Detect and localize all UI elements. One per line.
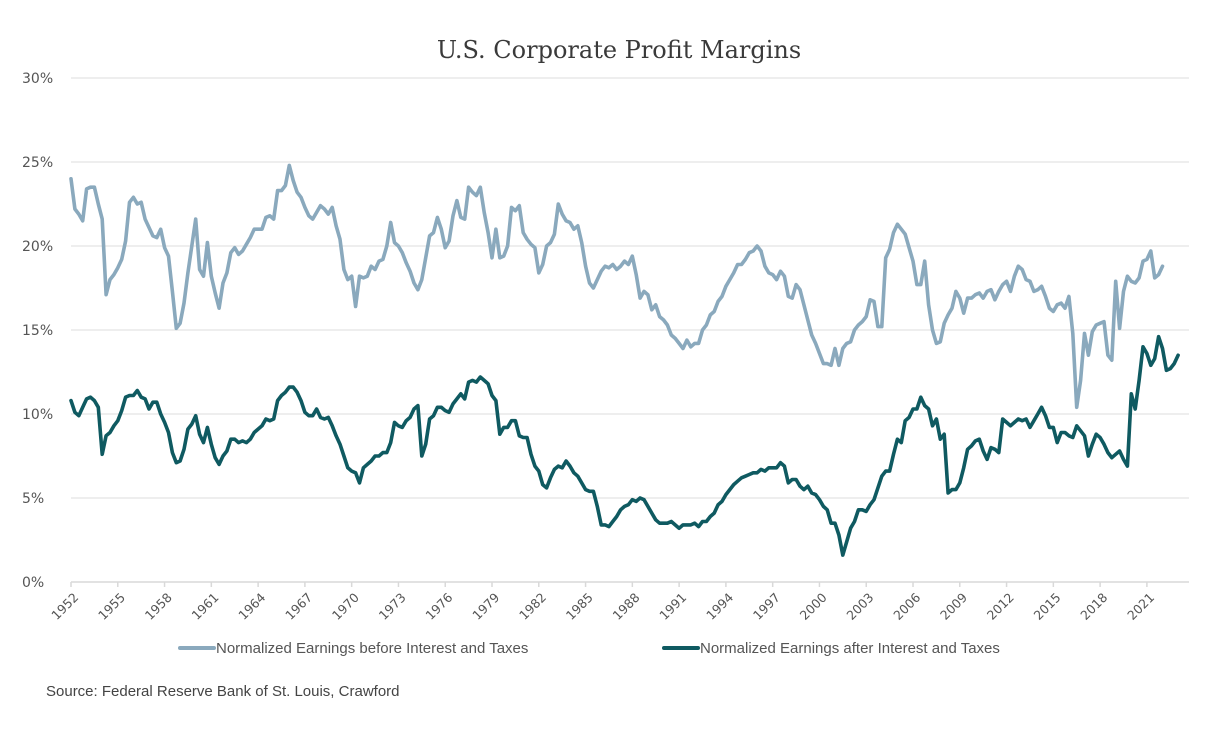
x-tick-label: 1979	[469, 590, 502, 623]
legend-item-after-tax[interactable]: Normalized Earnings after Interest and T…	[662, 640, 1000, 657]
y-tick-label: 15%	[22, 323, 53, 339]
x-tick-label: 1988	[610, 590, 643, 623]
x-tick-label: 2021	[1124, 590, 1157, 623]
x-tick-label: 2018	[1077, 590, 1110, 623]
x-tick-label: 2000	[797, 590, 830, 623]
y-axis-tick-labels: 0% 5% 10% 15% 20% 25% 30%	[22, 71, 53, 591]
x-tick-label: 2012	[984, 590, 1017, 623]
legend: Normalized Earnings before Interest and …	[178, 640, 1000, 657]
legend-label-before-tax: Normalized Earnings before Interest and …	[216, 640, 528, 657]
series-line-after-tax	[69, 334, 1180, 557]
x-tick-label: 1970	[329, 590, 362, 623]
source-note: Source: Federal Reserve Bank of St. Loui…	[46, 683, 400, 700]
x-tick-label: 2009	[937, 590, 970, 623]
y-tick-label: 30%	[22, 71, 53, 87]
x-tick-label: 1955	[95, 590, 128, 623]
y-tick-label: 0%	[22, 575, 44, 591]
x-tick-label: 1973	[376, 590, 409, 623]
y-tick-label: 25%	[22, 155, 53, 171]
y-tick-label: 5%	[22, 491, 44, 507]
series-line-before-tax	[69, 163, 1165, 410]
x-tick-label: 1952	[48, 590, 81, 623]
x-tick-label: 2015	[1031, 590, 1064, 623]
x-tick-label: 1961	[189, 590, 222, 623]
y-tick-label: 10%	[22, 407, 53, 423]
x-tick-label: 1958	[142, 590, 175, 623]
x-tick-label: 1994	[703, 590, 736, 623]
x-tick-label: 1985	[563, 590, 596, 623]
x-tick-label: 1964	[235, 590, 268, 623]
x-tick-label: 1967	[282, 590, 315, 623]
gridlines	[71, 77, 1189, 499]
legend-label-after-tax: Normalized Earnings after Interest and T…	[700, 640, 1000, 657]
chart-title: U.S. Corporate Profit Margins	[437, 36, 801, 64]
x-tick-label: 1997	[750, 590, 783, 623]
x-tick-label: 2006	[890, 590, 923, 623]
x-tick-label: 1991	[656, 590, 689, 623]
x-tick-label: 1976	[422, 590, 455, 623]
x-tick-label: 1982	[516, 590, 549, 623]
x-axis-tick-labels: 1952 1955 1958 1961 1964 1967 1970 1973 1976 1979…	[48, 582, 1157, 623]
x-tick-label: 2003	[843, 590, 876, 623]
legend-item-before-tax[interactable]: Normalized Earnings before Interest and …	[178, 640, 528, 657]
series-lines	[69, 163, 1180, 557]
y-tick-label: 20%	[22, 239, 53, 255]
